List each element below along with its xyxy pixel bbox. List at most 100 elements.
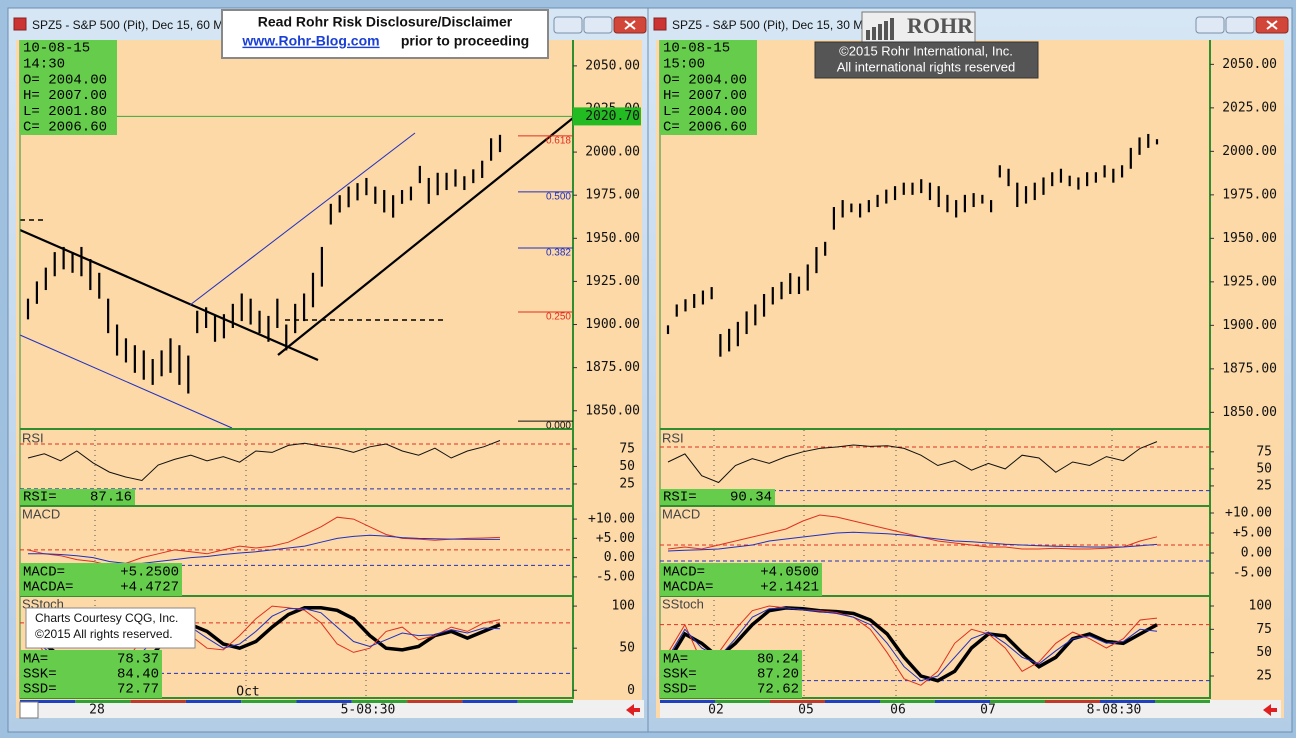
readout-value: +2.1421 [760,580,819,596]
session-bar [1155,700,1210,703]
x-tick-label: 28 [89,703,105,718]
last-price-marker [573,107,641,126]
y-tick-label: 2000.00 [1222,144,1277,159]
info-line: L= 2001.80 [23,104,107,120]
y-tick-label: 25 [619,476,635,491]
y-tick-label: 1975.00 [585,188,640,203]
y-tick-label: 1950.00 [1222,231,1277,246]
info-line: L= 2004.00 [663,104,747,120]
session-bar [770,700,825,703]
y-tick-label: 75 [1256,622,1272,637]
logo-bar [890,18,894,40]
y-tick-label: 1875.00 [585,360,640,375]
x-tick-label: 05 [798,703,814,718]
session-bar [296,700,352,703]
indicator-line [27,440,501,482]
x-tick-label: 06 [890,703,906,718]
y-tick-label: 2050.00 [1222,57,1277,72]
readout-name: MA= [23,652,48,668]
info-line: O= 2004.00 [663,72,747,88]
info-box [20,40,117,135]
fib-label: 0.250 [546,312,571,323]
session-bar [130,700,186,703]
readout-name: MACD= [23,565,65,581]
session-bar [407,700,463,703]
y-tick-label: +10.00 [588,512,635,527]
fib-label: 0.500 [546,192,571,203]
session-bar [935,700,990,703]
x-tick-label: 02 [708,703,724,718]
readout-name: RSI= [663,490,697,506]
readout-name: SSD= [663,682,697,698]
readout-box [20,489,135,505]
readout-value: +4.0500 [760,565,819,581]
readout-name: RSI= [23,490,57,506]
panel-name: RSI [22,430,44,445]
y-tick-label: 1950.00 [585,231,640,246]
readout-box [660,650,802,698]
window-button [1195,16,1225,34]
readout-name: SSK= [23,667,57,683]
window-icon [13,17,27,31]
readout-value: +5.2500 [120,565,179,581]
session-bar [660,700,715,703]
info-box [660,40,757,135]
readout-name: MACD= [663,565,705,581]
time-strip [20,700,644,718]
close-glyph [624,20,636,30]
logo-text: ROHR [907,13,974,38]
session-bar [75,700,131,703]
readout-box [660,489,775,505]
session-bar [517,700,573,703]
indicator-line [667,605,1158,686]
readout-value: 84.40 [117,667,159,683]
trend-line [277,117,574,356]
copyright-text: ©2015 Rohr International, Inc. [839,43,1013,58]
panel-name: SStoch [662,596,704,611]
x-tick-label: 5-08:30 [341,703,396,718]
indicator-line [667,441,1158,484]
y-tick-label: 50 [619,641,635,656]
readout-value: 90.34 [730,490,772,506]
readout-name: MACDA= [663,580,713,596]
disclaimer-link[interactable]: www.Rohr-Blog.com [241,33,379,49]
info-line: H= 2007.00 [663,88,747,104]
panel-name: MACD [662,506,700,521]
info-line: O= 2004.00 [23,72,107,88]
session-bar [241,700,297,703]
disclaimer-text: prior to proceeding [401,33,529,49]
y-tick-label: +5.00 [1233,526,1272,541]
info-line: 15:00 [663,57,705,73]
window-title: SPZ5 - S&P 500 (Pit), Dec 15, 60 Min [32,18,233,32]
credit-box [25,607,196,649]
session-bar [1100,700,1155,703]
y-tick-label: 0.00 [1241,546,1272,561]
readout-name: MACDA= [23,580,73,596]
y-tick-label: 1850.00 [1222,405,1277,420]
info-line: 10-08-15 [23,41,90,57]
window-button [1225,16,1255,34]
scroll-arrow [626,704,640,716]
panel-name: MACD [22,506,60,521]
indicator-line [28,534,500,564]
readout-value: 87.20 [757,667,799,683]
credit-text: ©2015 All rights reserved. [35,627,173,641]
window-button [553,16,583,34]
window-icon [653,17,667,31]
y-tick-label: 2050.00 [585,58,640,73]
logo-bar [884,21,888,40]
y-tick-label: -5.00 [1233,566,1272,581]
y-tick-label: 75 [1256,444,1272,459]
readout-box [660,563,822,596]
y-tick-label: +5.00 [596,531,635,546]
readout-value: 80.24 [757,652,799,668]
window-button [583,16,613,34]
y-tick-label: 50 [1256,645,1272,660]
logo-bar [878,24,882,40]
indicator-line [667,531,1158,552]
x-tick-label: Oct [236,685,259,700]
channel-line [189,132,416,306]
disclaimer-box [221,9,549,59]
readout-value: 72.62 [757,682,799,698]
info-line: H= 2007.00 [23,88,107,104]
